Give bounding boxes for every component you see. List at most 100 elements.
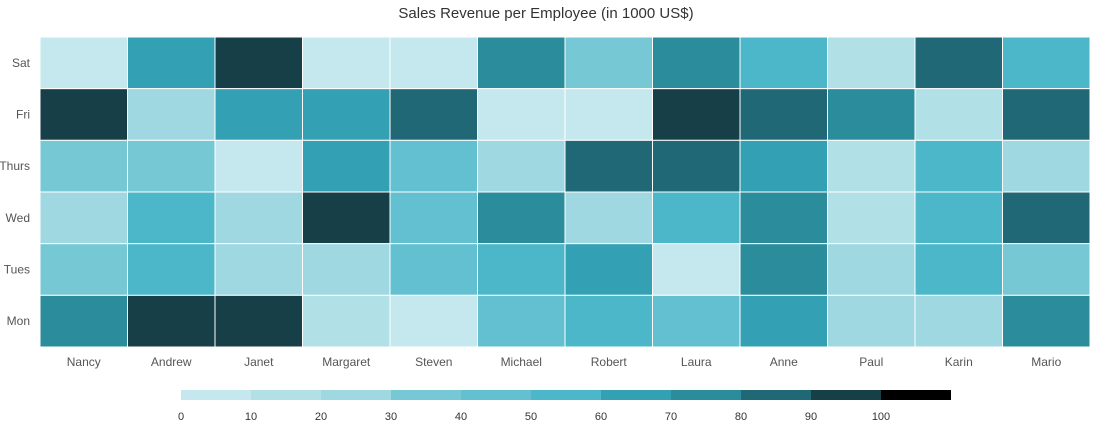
heatmap-cell-wed-nancy[interactable]: [39, 191, 128, 245]
heatmap-cells: [39, 36, 1091, 348]
x-tick-label: Steven: [415, 355, 452, 369]
legend-swatch: [671, 390, 741, 400]
heatmap-cell-wed-laura[interactable]: [652, 191, 741, 245]
y-tick-label: Sat: [12, 56, 31, 70]
legend-tick-label: 0: [178, 411, 184, 423]
heatmap-cell-sat-robert[interactable]: [564, 36, 653, 90]
heatmap-cell-sat-janet[interactable]: [214, 36, 303, 90]
heatmap-cell-fri-margaret[interactable]: [302, 88, 391, 141]
heatmap-cell-thurs-paul[interactable]: [827, 139, 916, 193]
heatmap-cell-thurs-nancy[interactable]: [39, 139, 128, 193]
heatmap-cell-mon-steven[interactable]: [389, 294, 478, 348]
heatmap-cell-thurs-karin[interactable]: [914, 139, 1003, 193]
heatmap-cell-wed-andrew[interactable]: [127, 191, 216, 245]
heatmap-cell-sat-anne[interactable]: [739, 36, 828, 90]
heatmap-cell-fri-karin[interactable]: [914, 88, 1003, 141]
y-tick-label: Thurs: [0, 159, 30, 173]
legend-tick-label: 100: [872, 411, 890, 423]
heatmap-cell-mon-paul[interactable]: [827, 294, 916, 348]
heatmap-cell-tues-janet[interactable]: [214, 243, 303, 296]
heatmap-cell-tues-margaret[interactable]: [302, 243, 391, 296]
heatmap-cell-sat-laura[interactable]: [652, 36, 741, 90]
legend-tick-label: 70: [665, 411, 677, 423]
x-tick-label: Laura: [681, 355, 712, 369]
heatmap-cell-wed-paul[interactable]: [827, 191, 916, 245]
y-tick-label: Fri: [16, 108, 30, 122]
heatmap-cell-tues-andrew[interactable]: [127, 243, 216, 296]
heatmap-cell-thurs-margaret[interactable]: [302, 139, 391, 193]
heatmap-cell-fri-robert[interactable]: [564, 88, 653, 141]
legend-swatch: [881, 390, 951, 400]
heatmap-cell-thurs-janet[interactable]: [214, 139, 303, 193]
y-tick-label: Mon: [7, 314, 30, 328]
heatmap-cell-fri-steven[interactable]: [389, 88, 478, 141]
x-tick-label: Margaret: [322, 355, 371, 369]
heatmap-cell-thurs-andrew[interactable]: [127, 139, 216, 193]
heatmap-cell-mon-anne[interactable]: [739, 294, 828, 348]
heatmap-cell-fri-andrew[interactable]: [127, 88, 216, 141]
heatmap-cell-tues-paul[interactable]: [827, 243, 916, 296]
heatmap-cell-mon-michael[interactable]: [477, 294, 566, 348]
y-tick-label: Tues: [4, 263, 30, 277]
heatmap-cell-mon-andrew[interactable]: [127, 294, 216, 348]
heatmap-cell-thurs-laura[interactable]: [652, 139, 741, 193]
heatmap-cell-mon-laura[interactable]: [652, 294, 741, 348]
heatmap-cell-wed-michael[interactable]: [477, 191, 566, 245]
heatmap-cell-mon-margaret[interactable]: [302, 294, 391, 348]
heatmap-cell-sat-nancy[interactable]: [39, 36, 128, 90]
y-axis-labels: Sat Fri Thurs Wed Tues Mon: [0, 56, 31, 328]
heatmap-cell-wed-mario[interactable]: [1002, 191, 1091, 245]
heatmap-cell-mon-karin[interactable]: [914, 294, 1003, 348]
heatmap-cell-fri-mario[interactable]: [1002, 88, 1091, 141]
legend-swatch: [531, 390, 601, 400]
heatmap-cell-fri-paul[interactable]: [827, 88, 916, 141]
heatmap-cell-tues-anne[interactable]: [739, 243, 828, 296]
heatmap-cell-wed-anne[interactable]: [739, 191, 828, 245]
heatmap-cell-thurs-robert[interactable]: [564, 139, 653, 193]
heatmap-cell-sat-karin[interactable]: [914, 36, 1003, 90]
heatmap-cell-fri-janet[interactable]: [214, 88, 303, 141]
x-tick-label: Paul: [859, 355, 883, 369]
heatmap-cell-mon-robert[interactable]: [564, 294, 653, 348]
heatmap-cell-mon-mario[interactable]: [1002, 294, 1091, 348]
heatmap-cell-fri-laura[interactable]: [652, 88, 741, 141]
legend-tick-label: 20: [315, 411, 327, 423]
heatmap-cell-tues-laura[interactable]: [652, 243, 741, 296]
legend-tick-label: 90: [805, 411, 817, 423]
legend-tick-label: 50: [525, 411, 537, 423]
heatmap-cell-tues-michael[interactable]: [477, 243, 566, 296]
x-tick-label: Andrew: [151, 355, 192, 369]
heatmap-cell-mon-nancy[interactable]: [39, 294, 128, 348]
heatmap-cell-sat-mario[interactable]: [1002, 36, 1091, 90]
legend-swatch: [461, 390, 531, 400]
heatmap-cell-tues-nancy[interactable]: [39, 243, 128, 296]
heatmap-cell-thurs-michael[interactable]: [477, 139, 566, 193]
heatmap-cell-fri-anne[interactable]: [739, 88, 828, 141]
heatmap-cell-tues-karin[interactable]: [914, 243, 1003, 296]
heatmap-cell-wed-robert[interactable]: [564, 191, 653, 245]
legend-tick-label: 60: [595, 411, 607, 423]
y-tick-label: Wed: [6, 211, 30, 225]
legend-tick-label: 10: [245, 411, 257, 423]
heatmap-cell-fri-michael[interactable]: [477, 88, 566, 141]
heatmap-cell-wed-karin[interactable]: [914, 191, 1003, 245]
heatmap-cell-thurs-steven[interactable]: [389, 139, 478, 193]
x-tick-label: Mario: [1031, 355, 1061, 369]
heatmap-cell-tues-mario[interactable]: [1002, 243, 1091, 296]
heatmap-cell-sat-steven[interactable]: [389, 36, 478, 90]
heatmap-cell-thurs-mario[interactable]: [1002, 139, 1091, 193]
heatmap-cell-sat-andrew[interactable]: [127, 36, 216, 90]
heatmap-cell-fri-nancy[interactable]: [39, 88, 128, 141]
heatmap-cell-sat-margaret[interactable]: [302, 36, 391, 90]
heatmap-cell-thurs-anne[interactable]: [739, 139, 828, 193]
heatmap-cell-tues-robert[interactable]: [564, 243, 653, 296]
heatmap-cell-mon-janet[interactable]: [214, 294, 303, 348]
heatmap-cell-wed-margaret[interactable]: [302, 191, 391, 245]
heatmap-cell-tues-steven[interactable]: [389, 243, 478, 296]
heatmap-cell-wed-steven[interactable]: [389, 191, 478, 245]
chart-title: Sales Revenue per Employee (in 1000 US$): [398, 5, 693, 22]
heatmap-cell-wed-janet[interactable]: [214, 191, 303, 245]
heatmap-cell-sat-michael[interactable]: [477, 36, 566, 90]
heatmap-cell-sat-paul[interactable]: [827, 36, 916, 90]
